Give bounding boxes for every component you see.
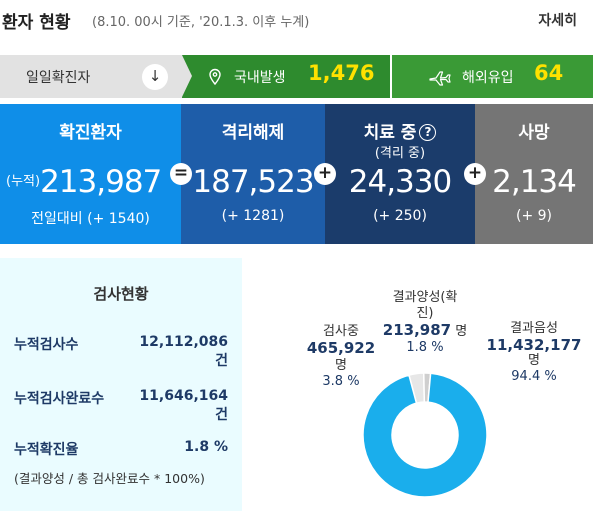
chart-value-label: 11,432,177 xyxy=(486,336,582,354)
chart-unit-label: 명 xyxy=(335,358,347,373)
chart-pct-label: 1.8 % xyxy=(406,340,444,355)
tests-title: 검사현황 xyxy=(93,285,149,303)
test-row-label: 누적검사완료수 xyxy=(14,391,105,407)
domestic-value: 1,476 xyxy=(308,61,375,85)
overseas-label: 해외유입 xyxy=(462,70,514,86)
released-box: 격리해제 187,523 (+ 1281) xyxy=(181,104,325,244)
chart-category-label: 검사중 xyxy=(323,324,359,339)
treatment-title: 치료 중 xyxy=(363,123,417,143)
treatment-title-line: 치료 중? xyxy=(325,118,475,143)
chart-pct-label: 3.8 % xyxy=(322,374,360,389)
confirmed-box: 확진환자 (누적)213,987 전일대비 (+ 1540) xyxy=(0,104,181,244)
cumulative-prefix: (누적) xyxy=(6,174,41,189)
test-row-value: 1.8 % xyxy=(184,439,228,455)
deceased-diff: (+ 9) xyxy=(515,208,552,224)
deceased-box: 사망 2,134 (+ 9) xyxy=(475,104,593,244)
page-title: 환자 현황 xyxy=(2,13,71,33)
released-value: 187,523 xyxy=(192,164,314,200)
plus-icon: + xyxy=(464,163,486,185)
chart-category-label: 결과양성(확진) xyxy=(392,290,458,321)
chart-label-testing: 검사중 465,922 명 3.8 % xyxy=(306,324,376,390)
chart-unit-label: 명 xyxy=(528,353,540,368)
donut-chart xyxy=(355,365,495,505)
airplane-icon xyxy=(429,71,451,86)
treatment-box: 치료 중? (격리 중) 24,330 (+ 250) xyxy=(325,104,475,244)
treatment-subtitle: (격리 중) xyxy=(374,146,426,161)
chart-unit-label: 명 xyxy=(455,324,468,339)
test-results-chart: 검사중 465,922 명 3.8 % 결과양성(확진) 213,987 명 1… xyxy=(250,258,593,511)
chart-value-label: 465,922 xyxy=(306,339,376,357)
header: 환자 현황 (8.10. 00시 기준, '20.1.3. 이후 누계) 자세히 xyxy=(0,0,593,40)
domestic-label: 국내발생 xyxy=(234,70,286,86)
daily-label: 일일확진자 xyxy=(26,70,91,86)
released-title: 격리해제 xyxy=(221,123,285,143)
page-subtitle: (8.10. 00시 기준, '20.1.3. 이후 누계) xyxy=(92,15,310,30)
confirmed-title: 확진환자 xyxy=(59,123,122,143)
test-row-label: 누적확진율 xyxy=(14,442,79,458)
tests-panel: 검사현황 누적검사수 12,112,086 건 누적검사완료수 11,646,16… xyxy=(0,258,242,511)
stats-row: 확진환자 (누적)213,987 전일대비 (+ 1540) 격리해제 187,… xyxy=(0,104,593,244)
confirmed-value-line: (누적)213,987 xyxy=(6,164,181,200)
daily-label-box: 일일확진자 ↓ xyxy=(0,55,192,98)
map-pin-icon xyxy=(209,68,221,86)
test-row-label: 누적검사수 xyxy=(14,337,79,353)
label-notch xyxy=(182,55,192,97)
deceased-value: 2,134 xyxy=(492,164,577,200)
chart-value-label: 213,987 xyxy=(382,321,452,339)
chart-pct-label: 94.4 % xyxy=(511,369,557,384)
donut-svg xyxy=(362,372,488,498)
plus-icon: + xyxy=(314,163,336,185)
tests-note: (결과양성 / 총 검사완료수 * 100%) xyxy=(14,471,205,486)
test-row-value: 11,646,164 건 xyxy=(139,388,228,423)
treatment-diff: (+ 250) xyxy=(373,208,427,224)
slice-negative xyxy=(362,372,488,498)
chart-label-negative: 결과음성 11,432,177 명 94.4 % xyxy=(475,321,593,385)
treatment-value: 24,330 xyxy=(348,164,452,200)
help-icon[interactable]: ? xyxy=(419,124,437,141)
deceased-title: 사망 xyxy=(518,123,550,143)
confirmed-value: 213,987 xyxy=(40,164,162,200)
arrow-down-icon[interactable]: ↓ xyxy=(142,64,168,90)
chart-category-label: 결과음성 xyxy=(510,321,558,336)
test-row-value: 12,112,086 건 xyxy=(139,334,228,369)
overseas-value: 64 xyxy=(534,61,564,85)
equals-icon: = xyxy=(170,163,192,185)
confirmed-diff: 전일대비 (+ 1540) xyxy=(31,211,150,227)
chart-label-positive: 결과양성(확진) 213,987 명 1.8 % xyxy=(375,290,475,356)
released-diff: (+ 1281) xyxy=(221,208,285,224)
domestic-box: 국내발생 1,476 xyxy=(182,55,390,98)
daily-confirmed-bar: 일일확진자 ↓ 국내발생 1,476 해외유입 64 xyxy=(0,55,593,98)
more-link[interactable]: 자세히 xyxy=(538,13,577,29)
overseas-box: 해외유입 64 xyxy=(392,55,593,98)
